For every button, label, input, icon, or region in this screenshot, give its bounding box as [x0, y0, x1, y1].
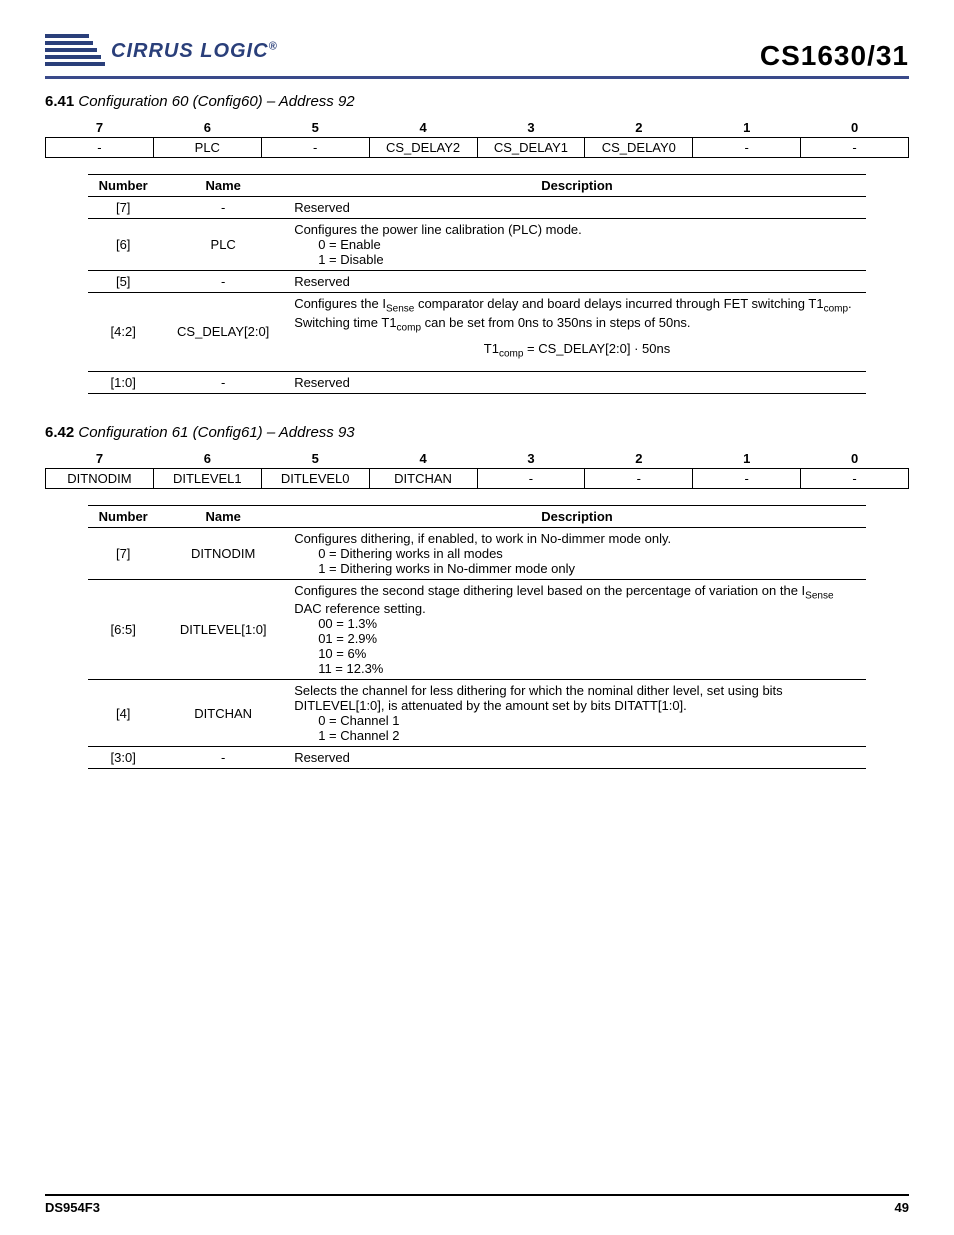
field-name: DITCHAN: [158, 680, 288, 747]
field-name: -: [158, 271, 288, 293]
bit-field: -: [801, 138, 909, 158]
brand-logo: CIRRUS LOGIC®: [45, 30, 278, 72]
field-name: -: [158, 371, 288, 393]
bit-field: -: [585, 468, 693, 488]
description-table: NumberNameDescription[7]DITNODIMConfigur…: [88, 505, 866, 770]
bit-field: CS_DELAY0: [585, 138, 693, 158]
bit-field: -: [693, 468, 801, 488]
bit-index: 3: [477, 118, 585, 138]
table-row: [5]-Reserved: [88, 271, 866, 293]
field-name: PLC: [158, 219, 288, 271]
product-code: CS1630/31: [760, 40, 909, 72]
field-name: DITNODIM: [158, 527, 288, 579]
doc-id: DS954F3: [45, 1200, 100, 1215]
bit-index: 1: [693, 118, 801, 138]
table-row: [6]PLCConfigures the power line calibrat…: [88, 219, 866, 271]
bit-number: [5]: [88, 271, 158, 293]
bit-field: -: [693, 138, 801, 158]
page-footer: DS954F3 49: [45, 1194, 909, 1215]
page-header: CIRRUS LOGIC® CS1630/31: [45, 30, 909, 72]
bit-number: [4:2]: [88, 293, 158, 372]
bit-index: 4: [369, 118, 477, 138]
bit-field: -: [801, 468, 909, 488]
table-row: [3:0]-Reserved: [88, 747, 866, 769]
bit-field: -: [477, 468, 585, 488]
bit-field: CS_DELAY2: [369, 138, 477, 158]
bit-field: CS_DELAY1: [477, 138, 585, 158]
bit-number: [7]: [88, 527, 158, 579]
bit-index: 6: [153, 118, 261, 138]
field-description: Configures the power line calibration (P…: [288, 219, 866, 271]
bit-index: 0: [801, 449, 909, 469]
footer-rule: [45, 1194, 909, 1196]
bit-index: 3: [477, 449, 585, 469]
bit-number: [4]: [88, 680, 158, 747]
bit-field: DITNODIM: [46, 468, 154, 488]
field-description: Selects the channel for less dithering f…: [288, 680, 866, 747]
bit-index: 2: [585, 118, 693, 138]
field-name: CS_DELAY[2:0]: [158, 293, 288, 372]
bit-field: DITLEVEL0: [261, 468, 369, 488]
section-heading: 6.41 Configuration 60 (Config60) – Addre…: [45, 93, 909, 110]
table-row: [7]DITNODIMConfigures dithering, if enab…: [88, 527, 866, 579]
table-header: Name: [158, 505, 288, 527]
page: CIRRUS LOGIC® CS1630/31 6.41 Configurati…: [0, 0, 954, 1235]
bit-field: -: [46, 138, 154, 158]
bit-field-table: 76543210 DITNODIMDITLEVEL1DITLEVEL0DITCHA…: [45, 449, 909, 489]
bit-number: [6]: [88, 219, 158, 271]
table-header: Name: [158, 175, 288, 197]
page-number: 49: [895, 1200, 909, 1215]
bit-number: [7]: [88, 197, 158, 219]
table-row: [6:5]DITLEVEL[1:0]Configures the second …: [88, 579, 866, 680]
bit-index: 2: [585, 449, 693, 469]
field-description: Reserved: [288, 747, 866, 769]
bit-number: [6:5]: [88, 579, 158, 680]
table-row: [1:0]-Reserved: [88, 371, 866, 393]
field-description: Reserved: [288, 371, 866, 393]
table-header: Description: [288, 505, 866, 527]
table-header: Description: [288, 175, 866, 197]
table-row: [4]DITCHANSelects the channel for less d…: [88, 680, 866, 747]
field-description: Configures the second stage dithering le…: [288, 579, 866, 680]
table-header: Number: [88, 505, 158, 527]
table-row: [4:2]CS_DELAY[2:0]Configures the ISense …: [88, 293, 866, 372]
bit-field: DITCHAN: [369, 468, 477, 488]
brand-name: CIRRUS LOGIC®: [111, 40, 278, 63]
bit-index: 0: [801, 118, 909, 138]
field-name: DITLEVEL[1:0]: [158, 579, 288, 680]
bit-index: 7: [46, 449, 154, 469]
field-description: Reserved: [288, 271, 866, 293]
table-header: Number: [88, 175, 158, 197]
bit-field: DITLEVEL1: [153, 468, 261, 488]
bit-index: 5: [261, 449, 369, 469]
description-table: NumberNameDescription[7]-Reserved[6]PLCC…: [88, 174, 866, 394]
bit-index: 6: [153, 449, 261, 469]
bit-index: 5: [261, 118, 369, 138]
bit-number: [1:0]: [88, 371, 158, 393]
field-description: Reserved: [288, 197, 866, 219]
bit-field-table: 76543210-PLC-CS_DELAY2CS_DELAY1CS_DELAY0…: [45, 118, 909, 158]
section-heading: 6.42 Configuration 61 (Config61) – Addre…: [45, 424, 909, 441]
bit-number: [3:0]: [88, 747, 158, 769]
bit-index: 7: [46, 118, 154, 138]
bit-field: PLC: [153, 138, 261, 158]
table-row: [7]-Reserved: [88, 197, 866, 219]
field-description: Configures dithering, if enabled, to wor…: [288, 527, 866, 579]
field-description: Configures the ISense comparator delay a…: [288, 293, 866, 372]
bit-index: 4: [369, 449, 477, 469]
cirrus-wave-icon: [45, 30, 105, 72]
header-rule: [45, 76, 909, 79]
field-name: -: [158, 747, 288, 769]
bit-index: 1: [693, 449, 801, 469]
field-name: -: [158, 197, 288, 219]
bit-field: -: [261, 138, 369, 158]
